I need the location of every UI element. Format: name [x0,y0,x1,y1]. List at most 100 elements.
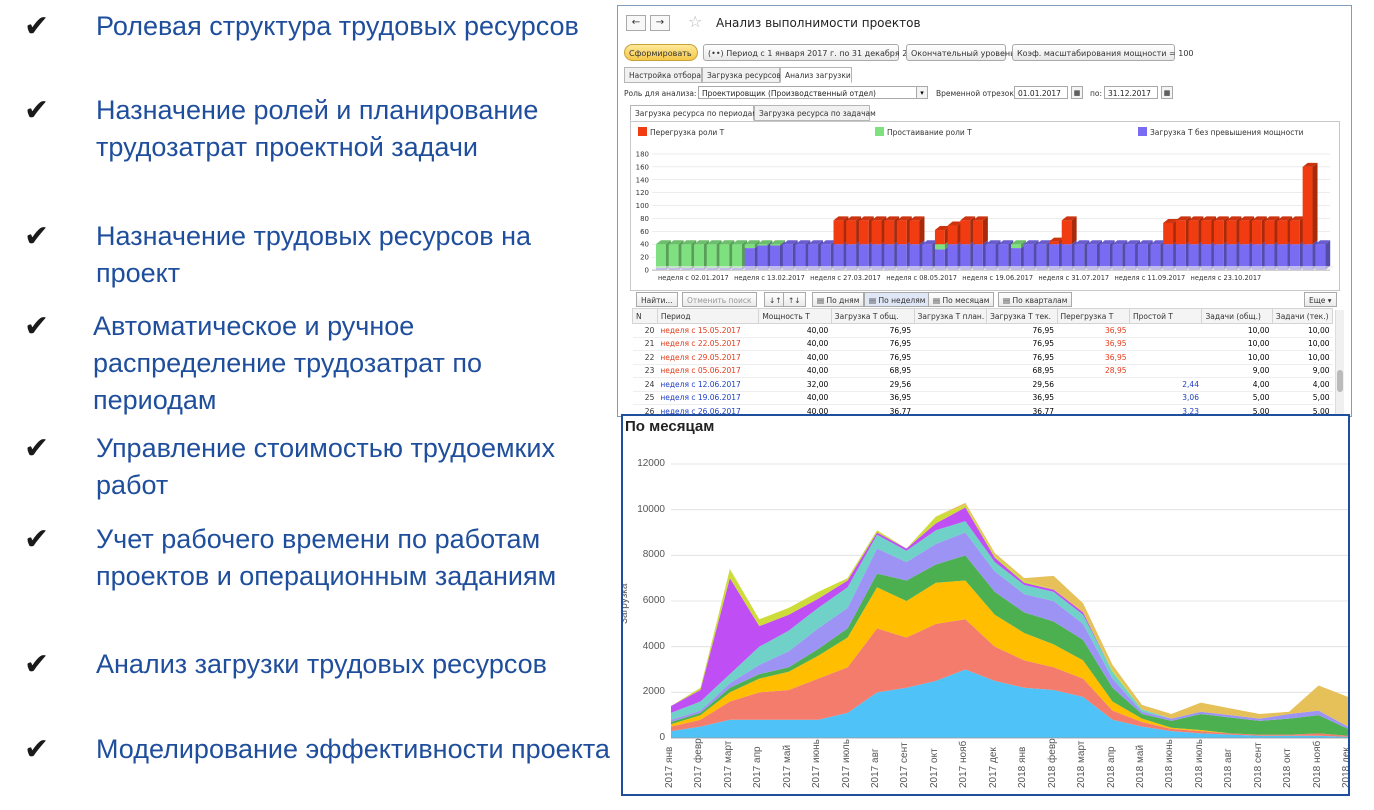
table-cell: 40,00 [758,337,832,351]
x-tick-label: неделя с 19.06.2017 [962,274,1033,282]
main-tabs: Настройка отбора Загрузка ресурсов Анали… [624,67,864,83]
sort-ascending-icon[interactable]: ↓↑ [764,292,787,307]
bar-segment [1201,216,1217,245]
cancel-search-button[interactable]: Отменить поиск [682,292,757,307]
by-quarters-button[interactable]: ▤ По кварталам [998,292,1073,307]
bar-top [1150,240,1166,245]
table-row[interactable]: 26 неделя с 26.06.2017 40,00 36,77 36,77 3,23… [632,404,1333,416]
sort-descending-icon[interactable]: ↑↓ [783,292,806,307]
table-row[interactable]: 21 неделя с 22.05.2017 40,00 76,95 76,95 36,9… [632,337,1333,351]
table-cell [914,391,987,405]
table-cell: 10,00 [1201,350,1273,365]
bar-top [1188,216,1204,221]
calendar-icon[interactable]: ▦ [1071,86,1083,99]
table-row[interactable]: 23 неделя с 05.06.2017 40,00 68,95 68,95 28,9… [632,364,1333,378]
table-row[interactable]: 22 неделя с 29.05.2017 40,00 76,95 76,95 36,9… [632,350,1333,365]
final-level-button[interactable]: Окончательный уровень [906,44,1015,61]
window-title: Анализ выполнимости проектов [716,16,921,30]
table-cell [914,364,987,378]
load-table: N Период Мощность Т Загрузка Т общ. Загрузка… [632,308,1334,416]
column-header[interactable]: N [632,308,658,324]
project-analysis-window: ← → ☆ Анализ выполнимости проектов Сформ… [617,5,1352,417]
tab-load-by-tasks[interactable]: Загрузка ресурса по задачам [754,105,876,121]
bar-top [1036,240,1052,245]
by-months-label: По месяцам [942,296,990,305]
table-cell: 4,00 [1272,377,1333,392]
table-body: 20 неделя с 15.05.2017 40,00 76,95 76,95 36,9… [632,323,1333,416]
bar-segment [972,216,988,245]
table-row[interactable]: 24 неделя с 12.06.2017 32,00 29,56 29,56 2,44… [632,377,1333,392]
tab-resource-load[interactable]: Загрузка ресурсов [702,67,781,83]
area-series [671,619,1348,737]
table-cell: 25 [632,391,658,405]
favorite-star-icon[interactable]: ☆ [688,12,703,31]
y-tick-label: 2000 [642,686,665,698]
column-header[interactable]: Простой Т [1128,308,1203,324]
period-button[interactable]: (••) Период с 1 января 2017 г. по 31 дек… [703,44,932,61]
bar-segment [1289,240,1305,270]
y-tick-label: 0 [645,267,649,275]
table-cell: 68,95 [986,364,1058,378]
bar-segment [1099,240,1115,270]
feature-text: Автоматическое и ручное распределение тр… [93,311,483,415]
table-cell: 10,00 [1272,323,1333,338]
column-header[interactable]: Загрузка Т план. [913,308,988,324]
bar-top [1125,240,1141,245]
tab-load-analysis[interactable]: Анализ загрузки [780,67,852,83]
legend-swatch [875,127,884,136]
bar-top [871,216,887,221]
more-menu-button[interactable]: Еще ▾ [1304,292,1337,307]
column-header[interactable]: Задачи (общ.) [1201,308,1273,324]
table-cell [914,337,987,351]
by-weeks-button[interactable]: ▤ По неделям [864,292,931,307]
column-header[interactable]: Загрузка Т общ. [830,308,915,324]
bar-segment [909,240,925,270]
forward-icon[interactable]: → [650,15,670,31]
column-header[interactable]: Мощность Т [758,308,832,324]
bar-segment [884,240,900,270]
column-header[interactable]: Период [656,308,760,324]
feature-list: ✔ Ролевая структура трудовых ресурсов ✔ Наз… [0,0,610,810]
y-tick-label: 120 [636,189,649,197]
bar-segment [1315,240,1331,270]
table-row[interactable]: 20 неделя с 15.05.2017 40,00 76,95 76,95 36,9… [632,323,1333,338]
tab-load-by-periods[interactable]: Загрузка ресурса по периодам [630,105,758,121]
x-tick-label: неделя с 08.05.2017 [886,274,957,282]
calendar-icon[interactable]: ▦ [1161,86,1173,99]
column-header[interactable]: Перегрузка Т [1056,308,1131,324]
report-toolbar: Сформировать (••) Период с 1 января 2017… [618,44,1351,66]
by-days-button[interactable]: ▤ По дням [812,292,865,307]
table-cell: 5,00 [1272,404,1333,416]
bar-segment [858,240,874,270]
role-dropdown-icon[interactable]: ▾ [916,86,928,99]
period-to-label: по: [1090,89,1103,98]
column-header[interactable]: Загрузка Т тек. [986,308,1058,324]
bar-segment [1201,240,1217,270]
bar-top [770,240,786,245]
bar-top [846,216,862,221]
bar-segment [820,240,836,270]
y-tick-label: 12000 [637,458,665,469]
table-cell: 10,00 [1272,337,1333,351]
table-cell: 10,00 [1201,323,1273,338]
checkmark-icon: ✔ [24,522,50,557]
find-button[interactable]: Найти... [636,292,678,307]
period-to-field[interactable]: 31.12.2017 [1104,86,1158,99]
table-cell: 10,00 [1272,350,1333,365]
calendar-quarter-icon: ▤ [1003,296,1013,305]
scrollbar-thumb[interactable] [1337,370,1343,392]
form-report-button[interactable]: Сформировать [624,44,698,61]
bar-segment [896,240,912,270]
column-header[interactable]: Задачи (тек.) [1271,308,1334,324]
table-row[interactable]: 25 неделя с 19.06.2017 40,00 36,95 36,95 3,06… [632,391,1333,405]
table-cell: 9,00 [1201,364,1273,378]
table-scrollbar[interactable] [1335,310,1344,416]
role-select[interactable]: Проектировщик (Производственный отдел) [698,86,928,99]
scale-coefficient-button[interactable]: Коэф. масштабирования мощности = 100 [1012,44,1194,61]
tab-filter-settings[interactable]: Настройка отбора [624,67,702,83]
period-from-label: Временной отрезок с: [936,89,1023,98]
period-from-field[interactable]: 01.01.2017 [1014,86,1068,99]
by-months-button[interactable]: ▤ По месяцам [928,292,995,307]
back-icon[interactable]: ← [626,15,646,31]
calendar-day-icon: ▤ [817,296,827,305]
